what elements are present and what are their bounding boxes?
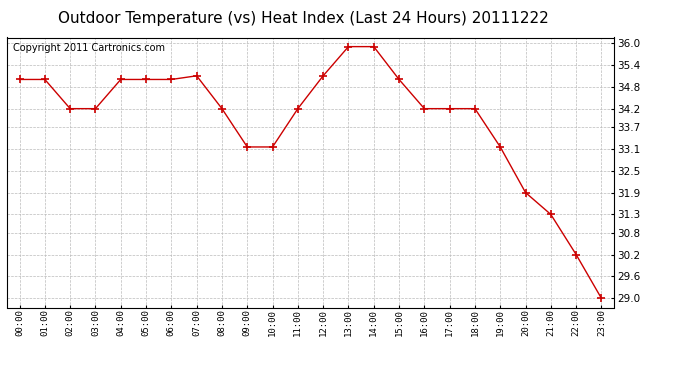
Text: Outdoor Temperature (vs) Heat Index (Last 24 Hours) 20111222: Outdoor Temperature (vs) Heat Index (Las… <box>58 11 549 26</box>
Text: Copyright 2011 Cartronics.com: Copyright 2011 Cartronics.com <box>13 43 165 53</box>
